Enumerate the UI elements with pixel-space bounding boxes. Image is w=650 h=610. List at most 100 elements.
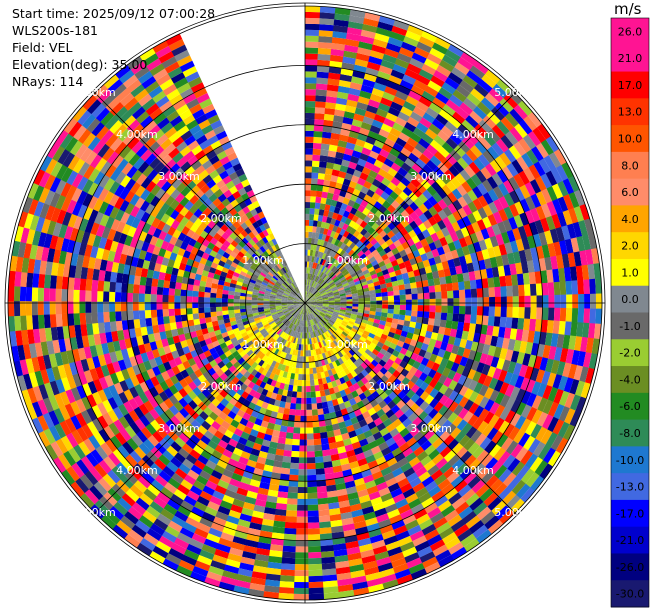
velocity-gate bbox=[311, 355, 315, 363]
velocity-gate bbox=[431, 437, 444, 450]
velocity-gate bbox=[295, 546, 309, 553]
velocity-gate bbox=[354, 58, 369, 68]
velocity-gate bbox=[375, 308, 383, 313]
velocity-gate bbox=[406, 137, 419, 148]
velocity-gate bbox=[447, 259, 456, 269]
velocity-gate bbox=[219, 474, 232, 484]
velocity-gate bbox=[233, 305, 240, 310]
velocity-gate bbox=[373, 241, 381, 250]
velocity-gate bbox=[423, 209, 433, 220]
velocity-gate bbox=[380, 333, 388, 341]
velocity-gate bbox=[305, 172, 312, 179]
velocity-gate bbox=[363, 215, 372, 224]
velocity-gate bbox=[105, 510, 121, 525]
velocity-gate bbox=[405, 30, 422, 42]
velocity-gate bbox=[399, 541, 415, 553]
velocity-gate bbox=[320, 395, 327, 403]
velocity-gate bbox=[58, 223, 68, 239]
velocity-gate bbox=[399, 509, 414, 520]
velocity-gate bbox=[103, 311, 110, 323]
velocity-gate bbox=[322, 240, 329, 248]
velocity-gate bbox=[276, 321, 283, 327]
velocity-gate bbox=[441, 419, 453, 431]
velocity-gate bbox=[306, 308, 310, 315]
velocity-gate bbox=[243, 346, 252, 354]
velocity-gate bbox=[143, 532, 159, 546]
velocity-gate bbox=[315, 307, 322, 311]
velocity-gate bbox=[328, 243, 335, 250]
velocity-gate bbox=[437, 478, 451, 491]
velocity-gate bbox=[419, 391, 430, 401]
velocity-gate bbox=[235, 319, 243, 325]
velocity-gate bbox=[409, 530, 425, 542]
velocity-gate bbox=[32, 328, 41, 344]
velocity-gate bbox=[314, 309, 320, 314]
velocity-gate bbox=[339, 228, 346, 236]
velocity-gate bbox=[258, 481, 270, 490]
velocity-gate bbox=[493, 198, 504, 212]
velocity-gate bbox=[472, 261, 481, 272]
velocity-gate bbox=[313, 324, 318, 331]
velocity-gate bbox=[332, 163, 342, 171]
velocity-gate bbox=[402, 447, 414, 458]
velocity-gate bbox=[185, 438, 197, 450]
velocity-gate bbox=[173, 356, 183, 366]
velocity-gate bbox=[193, 341, 202, 350]
velocity-gate bbox=[287, 300, 294, 302]
velocity-gate bbox=[69, 336, 78, 350]
velocity-gate bbox=[175, 321, 183, 329]
velocity-gate bbox=[422, 317, 429, 325]
velocity-gate bbox=[243, 363, 252, 371]
velocity-gate bbox=[309, 267, 313, 274]
velocity-gate bbox=[139, 381, 150, 393]
velocity-gate bbox=[499, 347, 508, 360]
velocity-gate bbox=[334, 359, 341, 367]
velocity-gate bbox=[256, 412, 265, 421]
velocity-gate bbox=[474, 433, 487, 447]
velocity-gate bbox=[306, 326, 309, 333]
velocity-gate bbox=[531, 146, 544, 162]
velocity-gate bbox=[323, 228, 329, 236]
velocity-gate bbox=[467, 414, 479, 427]
velocity-gate bbox=[257, 359, 265, 367]
velocity-gate bbox=[290, 336, 295, 343]
velocity-gate bbox=[285, 515, 297, 523]
velocity-gate bbox=[160, 354, 169, 364]
velocity-gate bbox=[267, 351, 274, 359]
velocity-gate bbox=[416, 450, 429, 462]
velocity-gate bbox=[487, 519, 504, 535]
velocity-gate bbox=[126, 301, 133, 312]
velocity-gate bbox=[336, 176, 345, 185]
velocity-gate bbox=[536, 411, 549, 427]
velocity-gate bbox=[390, 69, 405, 80]
velocity-gate bbox=[26, 387, 38, 404]
velocity-gate bbox=[95, 247, 105, 260]
velocity-gate bbox=[364, 366, 373, 374]
velocity-gate bbox=[403, 36, 420, 48]
velocity-gate bbox=[562, 209, 573, 226]
velocity-gate bbox=[345, 540, 360, 550]
velocity-gate bbox=[520, 377, 531, 391]
velocity-gate bbox=[371, 214, 380, 223]
velocity-gate bbox=[337, 240, 344, 248]
velocity-gate bbox=[320, 265, 326, 272]
velocity-gate bbox=[321, 308, 328, 312]
velocity-gate bbox=[547, 242, 557, 258]
velocity-gate bbox=[435, 457, 448, 470]
velocity-gate bbox=[178, 407, 190, 418]
velocity-gate bbox=[250, 516, 264, 525]
velocity-gate bbox=[363, 449, 374, 459]
velocity-gate bbox=[500, 437, 514, 452]
velocity-gate bbox=[353, 446, 364, 456]
velocity-gate bbox=[222, 357, 230, 365]
velocity-gate bbox=[362, 560, 378, 570]
velocity-gate bbox=[331, 459, 342, 468]
velocity-gate bbox=[328, 328, 335, 334]
velocity-gate bbox=[363, 231, 372, 240]
velocity-gate bbox=[284, 521, 297, 529]
velocity-gate bbox=[182, 394, 193, 404]
velocity-gate bbox=[391, 447, 403, 458]
velocity-gate bbox=[311, 325, 315, 332]
velocity-gate bbox=[306, 451, 315, 458]
velocity-gate bbox=[234, 291, 241, 296]
